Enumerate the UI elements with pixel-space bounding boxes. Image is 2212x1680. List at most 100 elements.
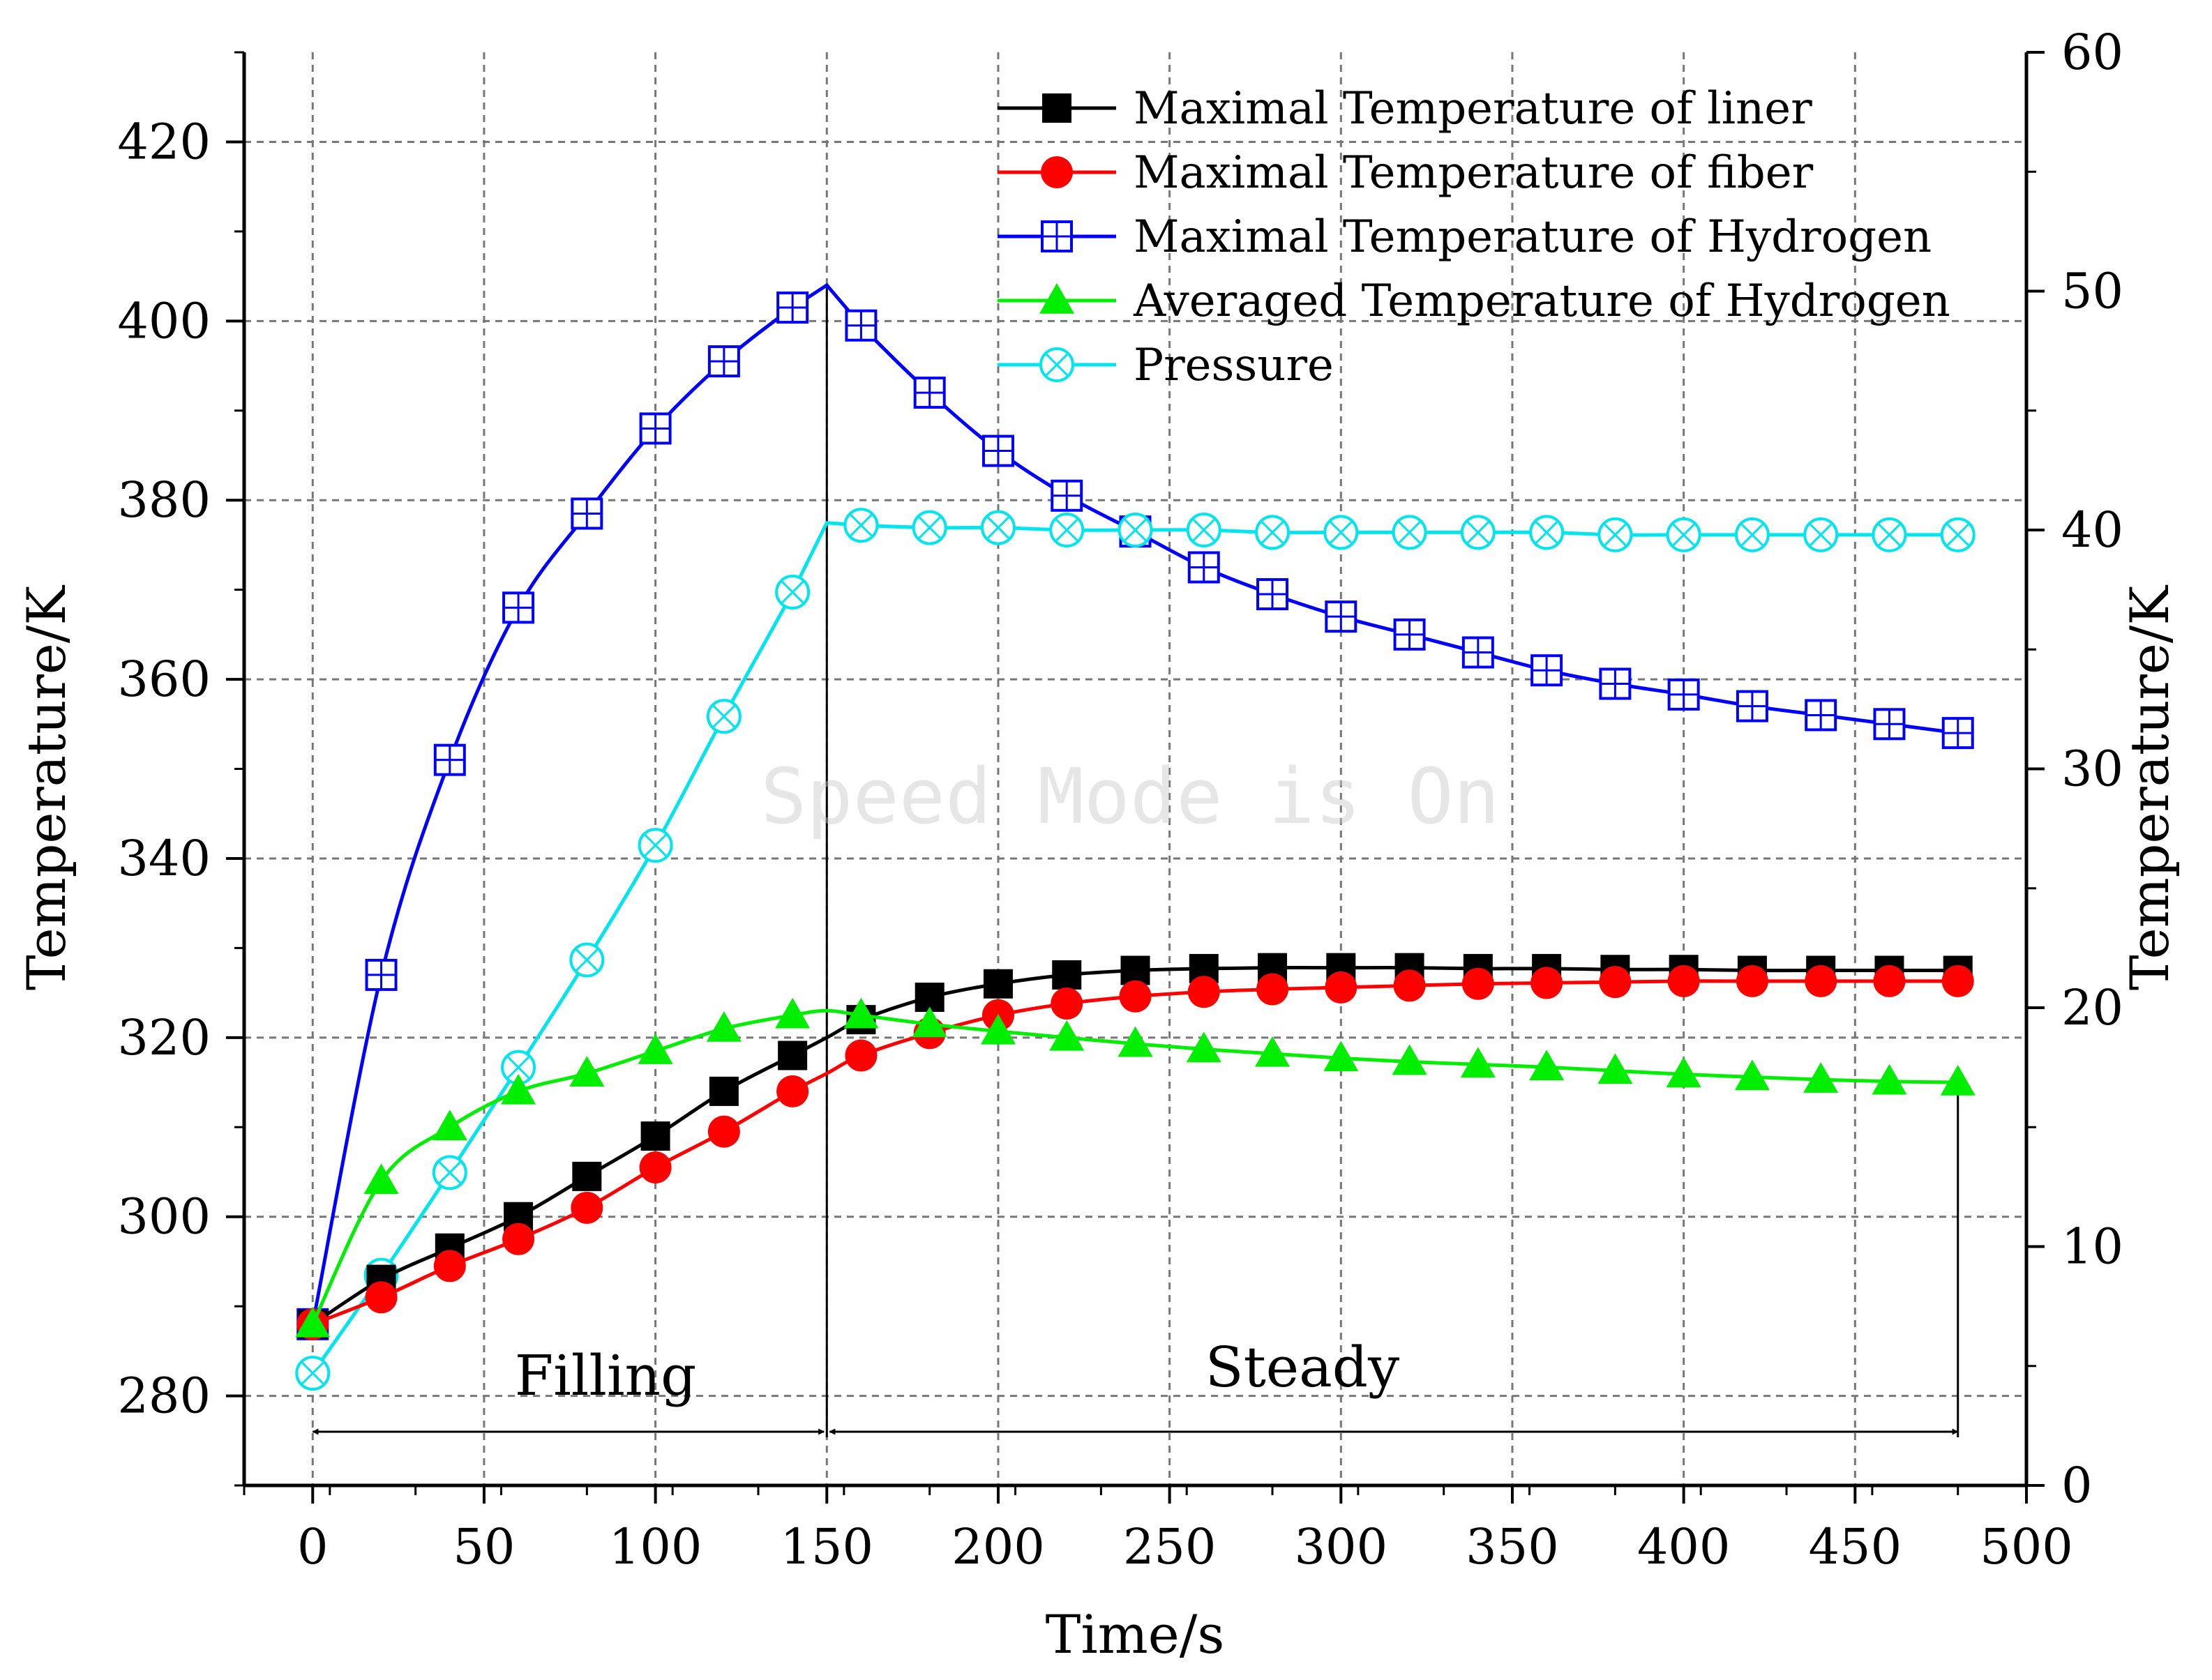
x-tick-label: 450 [1809, 1518, 1902, 1575]
data-point [1255, 1036, 1291, 1067]
x-tick-label: 0 [297, 1518, 329, 1575]
data-point [775, 575, 811, 610]
legend-marker [1041, 156, 1073, 188]
steady-label: Steady [1205, 1335, 1399, 1400]
legend-marker-diag2 [1044, 352, 1069, 377]
data-point [1873, 708, 1906, 741]
data-point [1119, 980, 1152, 1013]
data-point [1941, 717, 1974, 750]
legend-entry-2: Maximal Temperature of Hydrogen [998, 211, 1932, 263]
data-point [571, 1191, 603, 1224]
legend-marker [1041, 220, 1073, 252]
data-point [1667, 678, 1700, 711]
x-tick-label: 50 [453, 1518, 515, 1575]
x-axis-title: Time/s [1046, 1603, 1225, 1665]
data-point [502, 1223, 535, 1255]
phase-annotations: Filling Steady [312, 285, 1959, 1437]
data-point [1530, 967, 1563, 999]
data-point-diag2 [1740, 522, 1765, 547]
data-point-diag2 [849, 513, 873, 538]
data-point [571, 497, 603, 530]
data-point [1325, 971, 1357, 1004]
data-point-diag2 [1123, 517, 1148, 543]
data-point [1186, 513, 1221, 547]
data-point [1460, 1047, 1496, 1078]
data-point [1736, 690, 1768, 722]
data-point [980, 510, 1016, 545]
y-axis-title: Temperature/K [15, 585, 77, 991]
series-4 [295, 508, 1976, 1391]
data-point [365, 1281, 398, 1314]
data-point-diag2 [1191, 517, 1216, 543]
data-point-diag2 [643, 833, 668, 858]
y2-tick-label: 10 [2061, 1218, 2123, 1276]
legend-label: Averaged Temperature of Hydrogen [1133, 275, 1950, 327]
data-point-diag2 [1329, 520, 1353, 545]
legend-marker [1039, 347, 1074, 382]
data-point-diag2 [301, 1361, 325, 1386]
data-point [913, 377, 946, 409]
data-point [1940, 1065, 1976, 1096]
data-point [1803, 1062, 1839, 1093]
data-point [1529, 515, 1565, 550]
y-tick-label: 380 [117, 471, 211, 529]
data-point [1667, 964, 1700, 997]
data-point [1325, 600, 1357, 633]
data-point-diag2 [917, 515, 942, 540]
y-tick-label: 280 [117, 1368, 211, 1425]
series-group [295, 282, 1976, 1391]
data-point [1118, 1026, 1153, 1057]
data-point [1461, 967, 1494, 1000]
y2-axis-title: Temperature/K [2119, 585, 2181, 991]
data-point [1736, 964, 1768, 997]
data-point [1734, 1059, 1770, 1091]
data-point [569, 1056, 605, 1087]
data-point [569, 942, 605, 978]
data-point [1597, 1053, 1633, 1084]
data-point [1186, 1031, 1221, 1063]
data-point [432, 1110, 467, 1140]
data-point [1187, 976, 1220, 1008]
data-point [432, 1155, 467, 1190]
data-point [1256, 578, 1289, 611]
data-point [706, 1011, 742, 1042]
x-tick-label: 200 [951, 1518, 1045, 1575]
data-point [912, 510, 947, 545]
y2-tick-label: 50 [2061, 263, 2123, 320]
y-tick-label: 400 [117, 292, 211, 349]
series-3 [295, 997, 1976, 1338]
data-point [572, 1161, 602, 1191]
y-tick-label: 360 [117, 651, 211, 708]
data-point [983, 969, 1013, 999]
legend-label: Maximal Temperature of liner [1134, 83, 1812, 135]
x-tick-label: 500 [1980, 1518, 2073, 1575]
data-point [912, 1006, 947, 1038]
legend-marker [1039, 283, 1074, 314]
data-point [1597, 517, 1633, 552]
data-point [981, 434, 1014, 467]
data-point [363, 1163, 399, 1195]
data-point [1461, 636, 1494, 669]
data-point [1460, 515, 1496, 550]
data-point [843, 997, 879, 1029]
data-point [295, 1356, 331, 1391]
data-point [433, 1250, 466, 1282]
data-point [1873, 964, 1906, 997]
data-point [1393, 618, 1426, 651]
data-point-diag2 [780, 580, 805, 605]
legend-entry-4: Pressure [998, 340, 1334, 391]
y2-tick-label: 60 [2061, 24, 2123, 81]
data-point [638, 1034, 673, 1064]
y-tick-label: 340 [117, 830, 211, 887]
data-point [845, 309, 878, 342]
data-point [845, 1039, 878, 1072]
data-point [980, 1013, 1016, 1045]
y2-tick-label: 0 [2061, 1457, 2093, 1514]
data-point-diag2 [1534, 520, 1559, 545]
data-point [639, 412, 672, 445]
data-point [707, 345, 740, 378]
y-tick-label: 320 [117, 1009, 211, 1066]
data-point [1187, 551, 1220, 584]
data-point [709, 1076, 739, 1106]
